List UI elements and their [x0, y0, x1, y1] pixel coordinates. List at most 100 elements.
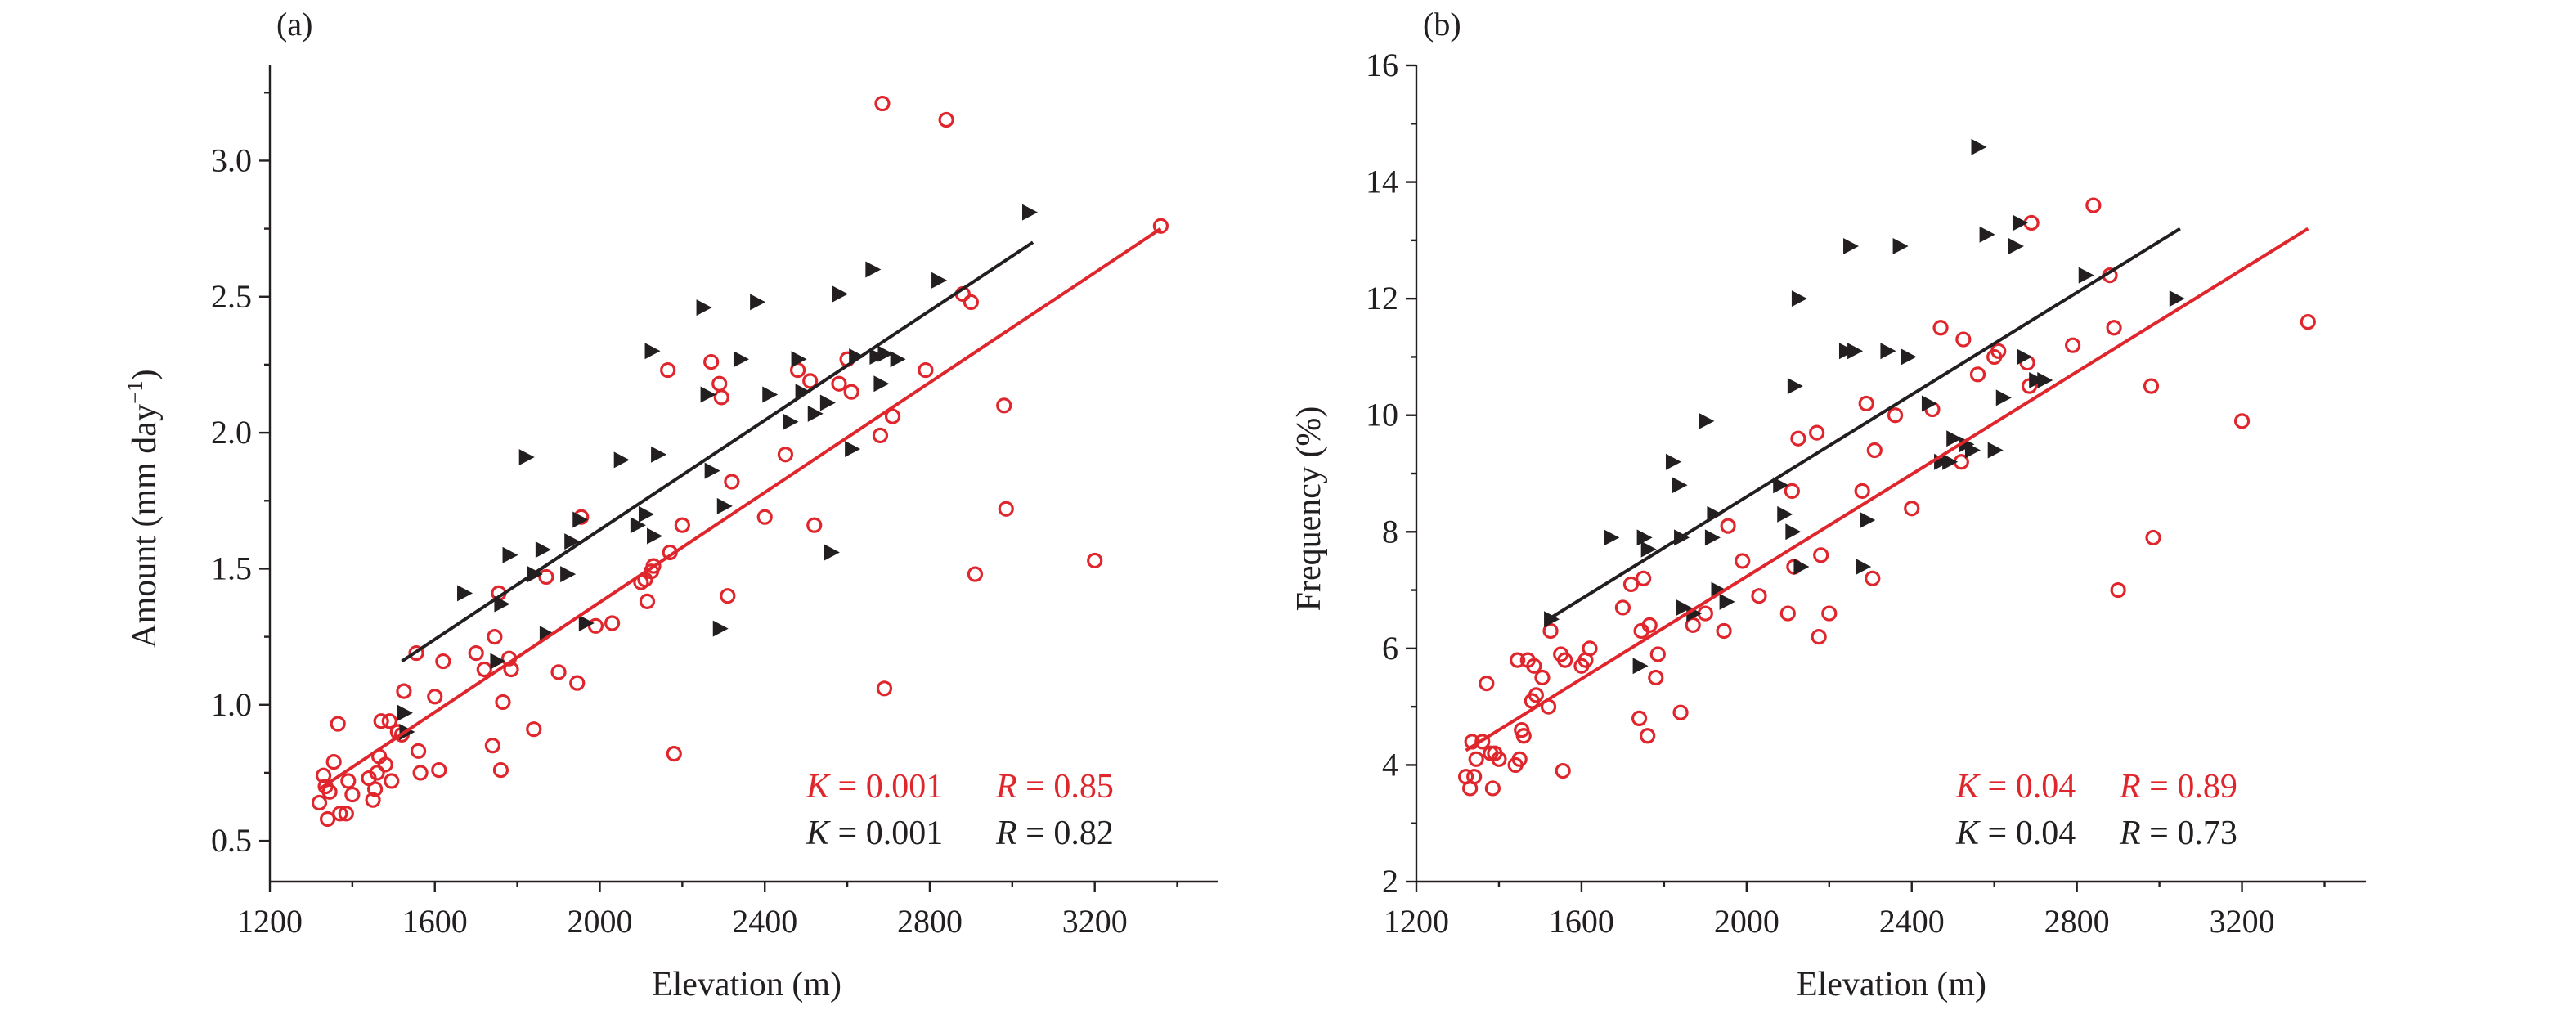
data-point-triangle-b	[1773, 477, 1789, 494]
x-tick-label-a: 1200	[237, 903, 303, 940]
data-point-circle-b	[1534, 669, 1551, 686]
x-tick-label-b: 2800	[2044, 903, 2110, 940]
data-point-triangle-a	[700, 386, 716, 403]
stats-black-a-k-label: K	[806, 815, 831, 852]
data-point-triangle-b	[1921, 395, 1937, 412]
data-point-triangle-b	[1892, 237, 1909, 254]
data-point-triangle-b	[1946, 430, 1963, 447]
data-point-triangle-b	[1856, 559, 1872, 576]
data-point-triangle-a	[869, 348, 886, 365]
data-point-triangle-a	[931, 272, 948, 289]
data-point-circle-a	[340, 773, 357, 789]
stats-black-a-r-label: R	[995, 815, 1017, 852]
data-point-triangle-a	[783, 413, 799, 430]
data-point-circle-a	[660, 361, 676, 379]
data-point-circle-a	[435, 653, 451, 670]
data-point-triangle-a	[651, 446, 667, 463]
data-point-circle-a	[884, 408, 901, 424]
data-point-circle-a	[569, 675, 586, 691]
data-point-circle-a	[802, 373, 819, 389]
y-tick-label-a: 1.0	[211, 686, 252, 723]
data-point-circle-a	[831, 375, 847, 392]
data-point-circle-a	[344, 786, 361, 803]
data-point-triangle-a	[704, 462, 720, 479]
data-point-circle-a	[484, 738, 500, 754]
data-point-triangle-a	[819, 394, 836, 411]
y-tick-label-a: 1.5	[211, 550, 252, 586]
data-point-circle-b	[1969, 366, 1986, 383]
x-tick-label-a: 3200	[1062, 903, 1128, 940]
x-tick-label-b: 1600	[1549, 903, 1614, 940]
data-point-triangle-b	[1964, 442, 1981, 459]
data-point-circle-a	[674, 517, 690, 533]
data-point-circle-a	[431, 762, 447, 779]
data-point-circle-a	[806, 517, 823, 533]
data-point-triangle-a	[560, 566, 577, 583]
x-tick-label-a: 2000	[567, 903, 632, 940]
y-tick-label-b: 14	[1366, 164, 1398, 200]
data-point-triangle-b	[1979, 226, 1995, 243]
data-point-triangle-a	[490, 653, 506, 670]
data-point-circle-a	[1152, 218, 1169, 234]
data-point-triangle-b	[1880, 343, 1896, 360]
plot-area-a: 1200 1600 2000 2400 2800 3200 0.5 1.0 1.5 2.0 2.5 3…	[211, 65, 1218, 940]
data-point-triangle-a	[630, 517, 646, 534]
data-point-triangle-a	[578, 614, 595, 631]
data-point-triangle-b	[1636, 529, 1653, 546]
panel-b: (b) 1200 1600 2000 2400 2800 3200 2 4 6 8 10 12 14 16…	[1290, 6, 2366, 1003]
data-point-circle-a	[666, 746, 682, 762]
data-point-circle-a	[396, 683, 412, 699]
data-point-circle-b	[1672, 704, 1689, 720]
data-point-circle-a	[1087, 552, 1103, 569]
data-point-circle-a	[756, 509, 773, 525]
axes-b	[1415, 65, 2366, 883]
data-point-circle-b	[1631, 710, 1648, 727]
data-point-triangle-a	[535, 541, 551, 559]
data-point-circle-b	[1685, 617, 1701, 633]
data-point-circle-b	[1720, 518, 1736, 534]
data-point-triangle-b	[1719, 593, 1735, 610]
panel-label-b: (b)	[1423, 6, 1461, 43]
stats-red-a-r-label: R	[995, 768, 1017, 806]
y-tick-label-a: 3.0	[211, 141, 252, 178]
data-point-triangle-b	[1665, 453, 1681, 470]
data-point-circle-b	[1854, 483, 1870, 499]
data-point-circle-b	[1932, 320, 1949, 336]
data-point-circle-a	[967, 566, 984, 582]
data-point-circle-a	[427, 689, 443, 705]
data-point-circle-b	[1474, 734, 1491, 750]
data-point-triangle-a	[613, 451, 630, 469]
data-point-triangle-a	[807, 405, 824, 422]
data-point-circle-b	[1809, 424, 1825, 441]
data-point-circle-b	[1528, 687, 1544, 703]
data-point-triangle-b	[1699, 412, 1715, 429]
data-point-triangle-b	[1847, 343, 1864, 360]
data-point-circle-a	[476, 661, 492, 678]
data-point-triangle-b	[1901, 348, 1917, 366]
data-point-triangle-a	[638, 505, 654, 523]
stats-red-b-r-value: = 0.89	[2141, 768, 2237, 806]
stats-red-b-k-label: K	[1955, 768, 1981, 806]
x-axis-label-b: Elevation (m)	[1797, 966, 1986, 1003]
panel-a: (a) 1200 1600 2000 2400 2800 3200 0.5 1.0 1.5 2.0…	[123, 6, 1218, 1003]
data-point-triangle-b	[2169, 290, 2185, 307]
stats-black-b-k-label: K	[1955, 815, 1981, 852]
data-point-circle-a	[550, 664, 567, 680]
data-point-circle-b	[1784, 483, 1800, 499]
data-point-triangle-a	[824, 544, 840, 561]
data-point-circle-b	[1542, 622, 1559, 640]
x-tick-label-b: 1200	[1384, 903, 1449, 940]
data-point-circle-a	[321, 783, 338, 800]
y-tick-label-b: 6	[1382, 630, 1398, 667]
panel-label-a: (a)	[276, 6, 312, 43]
data-point-triangle-b	[1971, 138, 1987, 155]
x-tick-label-a: 2800	[897, 903, 963, 940]
x-tick-label-b: 3200	[2210, 903, 2275, 940]
data-point-triangle-b	[1544, 611, 1560, 628]
data-point-triangle-a	[518, 449, 535, 466]
data-point-circle-b	[1790, 430, 1806, 447]
data-point-circle-a	[587, 617, 604, 634]
data-point-circle-a	[996, 397, 1012, 414]
data-point-circle-b	[1555, 762, 1571, 779]
data-point-triangle-b	[1793, 559, 1810, 576]
